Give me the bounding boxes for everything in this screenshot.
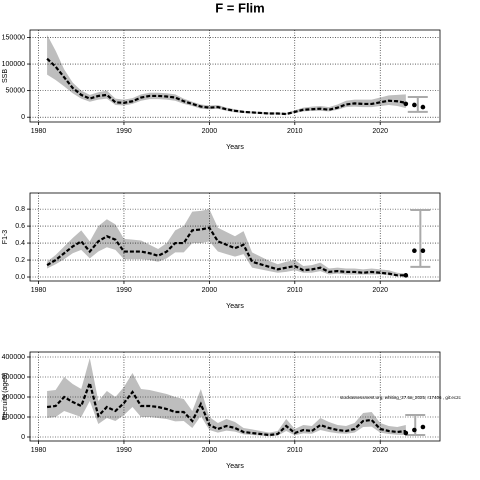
y-axis-label: F1-3: [2, 230, 9, 245]
projection-point: [412, 427, 417, 433]
data-line: [46, 379, 406, 437]
y-tick-label: 0.4: [15, 240, 25, 247]
annotation: stockassessment.org, whiting_27.6a_2025,…: [340, 395, 462, 400]
y-tick-label: 0.8: [15, 206, 25, 213]
y-tick-label: 150000: [2, 34, 25, 41]
projection-point: [412, 248, 417, 254]
x-tick-label: 1980: [31, 287, 47, 294]
y-axis-label: Recruits (age0): [2, 373, 9, 421]
data-line: [46, 226, 406, 277]
plot-area: [30, 193, 440, 281]
projection-point: [420, 248, 426, 254]
y-tick-label: 0: [21, 434, 25, 441]
plot-area: [30, 30, 440, 122]
x-axis-label: Years: [226, 144, 244, 151]
x-tick-label: 1980: [31, 447, 47, 454]
x-tick-label: 2020: [372, 128, 388, 135]
x-axis-label: Years: [226, 463, 244, 470]
y-tick-label: 300000: [2, 374, 25, 381]
y-tick-label: 200000: [2, 394, 25, 401]
plot-frame: [29, 192, 441, 282]
y-tick-label: 0.0: [15, 274, 25, 281]
projection-point: [403, 430, 409, 436]
projection-point: [403, 101, 409, 107]
confidence-band: [47, 209, 406, 277]
plot-area: [30, 352, 440, 441]
y-tick-label: 0.2: [15, 257, 25, 264]
x-tick-label: 1990: [116, 447, 132, 454]
x-tick-label: 2010: [287, 128, 303, 135]
confidence-band: [47, 34, 406, 115]
x-axis-label: Years: [226, 303, 244, 310]
x-tick-label: 2020: [372, 447, 388, 454]
plot-frame: [29, 29, 441, 123]
projection-point: [412, 102, 417, 108]
projection-point: [420, 104, 426, 110]
x-tick-label: 2010: [287, 447, 303, 454]
x-tick-label: 2020: [372, 287, 388, 294]
y-tick-label: 0.6: [15, 223, 25, 230]
x-tick-label: 1990: [116, 287, 132, 294]
y-tick-label: 50000: [6, 87, 26, 94]
figure-title: F = Flim: [215, 0, 264, 15]
y-axis-label: SSB: [2, 69, 9, 83]
x-tick-label: 2000: [202, 128, 218, 135]
y-tick-label: 100000: [2, 61, 25, 68]
x-tick-label: 2000: [202, 447, 218, 454]
plot-frame: [29, 351, 441, 442]
y-tick-label: 400000: [2, 354, 25, 361]
y-tick-label: 0: [21, 114, 25, 121]
x-tick-label: 2010: [287, 287, 303, 294]
projection-point: [420, 424, 426, 430]
x-tick-label: 1990: [116, 128, 132, 135]
confidence-band: [47, 358, 406, 437]
x-tick-label: 1980: [31, 128, 47, 135]
projection-point: [403, 273, 409, 278]
x-tick-label: 2000: [202, 287, 218, 294]
y-tick-label: 100000: [2, 414, 25, 421]
